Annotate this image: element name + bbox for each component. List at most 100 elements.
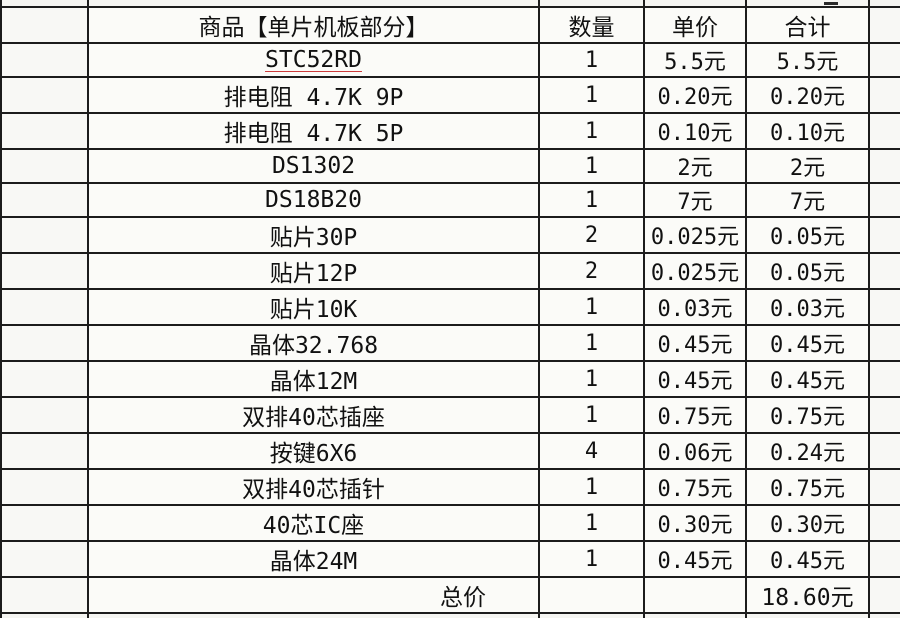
total-cell: 0.30元 [745,504,870,542]
empty-cell [868,42,900,78]
header-unit-price: 单价 [643,6,747,44]
empty-cell [0,112,89,150]
product-cell: 晶体32.768 [87,324,540,362]
unit-price-cell: 2元 [643,148,747,184]
table-row: 40芯IC座 1 0.30元 0.30元 [0,504,900,542]
product-cell: 晶体24M [87,540,540,578]
product-cell: 贴片10K [87,288,540,326]
qty-cell: 1 [538,540,645,578]
empty-cell [868,360,900,398]
empty-cell [0,612,89,618]
total-cell: 7元 [745,182,870,218]
qty-cell: 1 [538,288,645,326]
unit-price-cell: 0.025元 [643,216,747,254]
empty-cell [0,0,89,8]
qty-cell: 1 [538,360,645,398]
total-cell: 0.75元 [745,396,870,434]
empty-cell [868,6,900,44]
unit-price-cell: 5.5元 [643,42,747,78]
qty-cell: 1 [538,148,645,184]
total-cell: 5.5元 [745,42,870,78]
empty-cell [0,540,89,578]
empty-cell [538,612,645,618]
unit-price-cell: 0.025元 [643,252,747,290]
total-cell: 0.20元 [745,76,870,114]
table-row: 双排40芯插针 1 0.75元 0.75元 [0,468,900,506]
table-row: 贴片10K 1 0.03元 0.03元 [0,288,900,326]
empty-cell [643,0,747,8]
empty-cell [868,112,900,150]
empty-cell [868,504,900,542]
header-qty: 数量 [538,6,645,44]
product-cell: 贴片30P [87,216,540,254]
total-cell: 0.45元 [745,540,870,578]
product-cell: DS18B20 [87,182,540,218]
table-row: 排电阻 4.7K 9P 1 0.20元 0.20元 [0,76,900,114]
unit-price-cell: 0.45元 [643,324,747,362]
unit-price-cell: 0.03元 [643,288,747,326]
cutoff-row-bottom [0,612,900,618]
product-cell: 排电阻 4.7K 5P [87,112,540,150]
unit-price-cell: 0.75元 [643,468,747,506]
table-row: 晶体12M 1 0.45元 0.45元 [0,360,900,398]
empty-cell [643,612,747,618]
empty-cell [0,504,89,542]
empty-cell [538,0,645,8]
unit-price-cell: 0.75元 [643,396,747,434]
empty-cell [0,148,89,184]
cutoff-row-top [0,0,900,8]
qty-cell: 1 [538,468,645,506]
empty-cell [0,468,89,506]
cutoff-text-fragment [824,1,838,5]
unit-price-cell: 0.06元 [643,432,747,470]
empty-cell [0,360,89,398]
product-cell: STC52RD [87,42,540,78]
unit-price-cell: 0.45元 [643,360,747,398]
unit-price-cell: 0.20元 [643,76,747,114]
footer-total-value: 18.60元 [745,576,870,614]
table-row: 贴片30P 2 0.025元 0.05元 [0,216,900,254]
empty-cell [643,576,747,614]
empty-cell [868,182,900,218]
total-cell: 0.75元 [745,468,870,506]
empty-cell [868,468,900,506]
empty-cell [868,540,900,578]
product-cell: 排电阻 4.7K 9P [87,76,540,114]
qty-cell: 4 [538,432,645,470]
product-cell: 按键6X6 [87,432,540,470]
table-row: 晶体32.768 1 0.45元 0.45元 [0,324,900,362]
qty-cell: 1 [538,504,645,542]
empty-cell [87,612,540,618]
empty-cell [868,76,900,114]
qty-cell: 2 [538,216,645,254]
table-footer-row: 总价 18.60元 [0,576,900,614]
total-cell: 0.45元 [745,360,870,398]
product-cell: 双排40芯插座 [87,396,540,434]
product-cell: 晶体12M [87,360,540,398]
empty-cell [868,612,900,618]
unit-price-cell: 0.45元 [643,540,747,578]
product-cell: 双排40芯插针 [87,468,540,506]
empty-cell [0,182,89,218]
table-row: STC52RD 1 5.5元 5.5元 [0,42,900,78]
product-cell: 贴片12P [87,252,540,290]
total-cell: 0.10元 [745,112,870,150]
table-row: 贴片12P 2 0.025元 0.05元 [0,252,900,290]
total-cell: 0.05元 [745,252,870,290]
empty-cell [0,576,89,614]
cutoff-cell [745,0,870,8]
total-cell: 0.03元 [745,288,870,326]
total-cell: 2元 [745,148,870,184]
empty-cell [0,252,89,290]
unit-price-cell: 0.30元 [643,504,747,542]
empty-cell [0,42,89,78]
qty-cell: 2 [538,252,645,290]
empty-cell [868,0,900,8]
product-cell: DS1302 [87,148,540,184]
empty-cell [868,396,900,434]
total-cell: 0.45元 [745,324,870,362]
empty-cell [0,6,89,44]
empty-cell [868,288,900,326]
empty-cell [868,324,900,362]
